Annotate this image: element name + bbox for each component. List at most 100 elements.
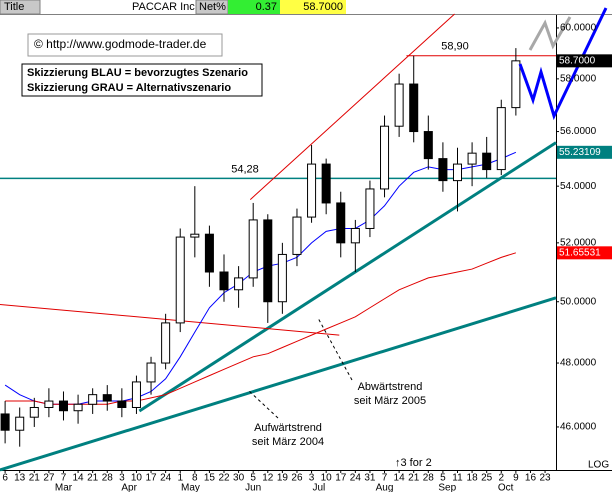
month-label: Jun	[245, 483, 261, 492]
candle-body	[350, 227, 360, 244]
x-tick-label: 1	[177, 473, 183, 484]
scale-note: LOG	[588, 460, 609, 471]
x-tick-label: 7	[382, 473, 388, 484]
price-label: 58.7000	[559, 55, 596, 66]
candle-body	[263, 219, 273, 303]
x-tick-label: 18	[467, 473, 479, 484]
candle-body	[102, 394, 112, 402]
x-tick-label: 21	[408, 473, 420, 484]
month-label: Oct	[498, 483, 514, 492]
x-tick-label: 14	[73, 473, 85, 484]
candle-body	[511, 60, 521, 109]
x-tick-label: 7	[61, 473, 67, 484]
x-tick-label: 24	[350, 473, 362, 484]
x-tick-label: 9	[513, 473, 519, 484]
y-tick-label: 54.0000	[560, 181, 597, 192]
annotation: seit März 2005	[354, 395, 426, 407]
candle-body	[277, 253, 287, 303]
candle-body	[88, 394, 98, 405]
copyright: © http://www.godmode-trader.de	[34, 37, 207, 51]
y-tick-label: 60.0000	[560, 23, 597, 34]
x-tick-label: 5	[440, 473, 446, 484]
annotation-pointer	[247, 389, 279, 419]
last-value: 58.7000	[303, 1, 343, 13]
candle-body	[190, 233, 200, 238]
candle-body	[409, 83, 419, 133]
y-tick-label: 50.0000	[560, 296, 597, 307]
candle-body	[394, 83, 404, 127]
legend-line: Skizzierung GRAU = Alternativszenario	[27, 82, 231, 94]
candle-body	[380, 125, 390, 190]
candle-body	[15, 416, 25, 431]
x-tick-label: 31	[364, 473, 376, 484]
trend-line	[0, 303, 340, 336]
x-tick-label: 24	[160, 473, 172, 484]
symbol-name: PACCAR Inc	[132, 1, 195, 13]
month-label: Jul	[312, 483, 325, 492]
net-value: 0.37	[256, 1, 277, 13]
x-tick-label: 16	[525, 473, 537, 484]
candle-body	[292, 216, 302, 255]
candle-body	[73, 403, 83, 412]
x-tick-label: 5	[250, 473, 256, 484]
x-tick-label: 17	[145, 473, 157, 484]
candle-body	[0, 413, 10, 431]
candle-body	[482, 152, 492, 171]
price-label: 51.65531	[559, 247, 601, 258]
month-label: May	[181, 483, 200, 492]
candle-body	[438, 158, 448, 182]
annotation: Abwärtstrend	[358, 381, 423, 393]
header: Title PACCAR Inc Net% 0.37 58.7000	[0, 0, 612, 15]
x-tick-label: 3	[309, 473, 315, 484]
legend-box	[21, 63, 263, 97]
x-tick-label: 26	[291, 473, 303, 484]
x-tick-label: 22	[218, 473, 230, 484]
plot-area: 54,28 58,90	[0, 13, 557, 472]
last-box	[280, 0, 346, 14]
trend-line	[0, 296, 557, 472]
candle-body	[219, 271, 229, 291]
x-tick-label: 21	[29, 473, 41, 484]
candle-body	[423, 131, 433, 160]
y-tick-label: 48.0000	[560, 358, 597, 369]
month-label: Sep	[438, 483, 456, 492]
x-tick-label: 13	[14, 473, 26, 484]
x-tick-label: 6	[2, 473, 8, 484]
title-label: Title	[4, 1, 24, 13]
candle-body	[146, 362, 156, 383]
x-tick-label: 11	[452, 473, 463, 484]
candle-body	[117, 400, 127, 408]
price-label-box	[557, 145, 612, 159]
scenario-gray	[528, 16, 572, 51]
month-label: Aug	[376, 483, 394, 492]
candle-body	[161, 322, 171, 364]
level-label: 54,28	[231, 163, 259, 175]
y-tick-label: 46.0000	[560, 422, 597, 433]
x-tick-label: 3	[119, 473, 125, 484]
x-tick-label: 12	[262, 473, 274, 484]
candle-body	[44, 400, 54, 408]
month-label: Mar	[55, 483, 73, 492]
split-note: ↑3 for 2	[395, 457, 432, 469]
x-tick-label: 14	[394, 473, 406, 484]
x-tick-label: 2	[498, 473, 504, 484]
candle-body	[204, 233, 214, 273]
x-tick-label: 28	[102, 473, 114, 484]
level-label: 58,90	[441, 41, 469, 53]
y-tick-label: 52.0000	[560, 237, 597, 248]
x-tick-label: 21	[87, 473, 99, 484]
x-tick-label: 19	[277, 473, 289, 484]
x-tick-label: 17	[335, 473, 347, 484]
price-label: 55.23109	[559, 147, 601, 158]
candle-body	[131, 381, 141, 408]
candle-body	[307, 163, 317, 218]
x-tick-label: 10	[321, 473, 333, 484]
trend-line	[249, 13, 455, 200]
trend-line	[138, 141, 557, 413]
net-label: Net%	[199, 1, 226, 13]
y-tick-label: 56.0000	[560, 126, 597, 137]
candle-body	[58, 400, 68, 412]
candle-body	[496, 107, 506, 171]
candle-body	[321, 163, 331, 204]
